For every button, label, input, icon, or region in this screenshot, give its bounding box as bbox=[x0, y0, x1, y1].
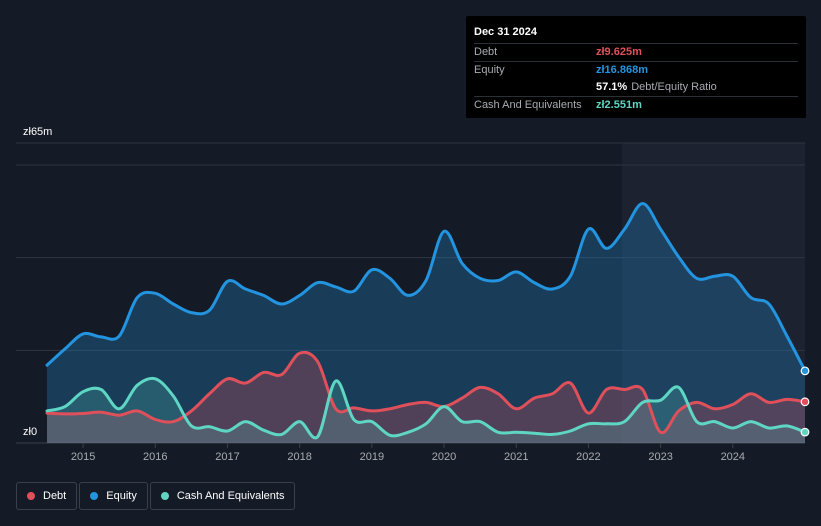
legend: Debt Equity Cash And Equivalents bbox=[16, 482, 297, 510]
tooltip-value-equity: zł16.868m bbox=[596, 64, 648, 76]
tooltip-row-equity: Equity zł16.868m bbox=[474, 61, 798, 79]
legend-dot-debt bbox=[27, 492, 35, 500]
x-tick-label-2016: 2016 bbox=[143, 451, 167, 463]
x-tick-label-2024: 2024 bbox=[721, 451, 745, 463]
tooltip-label-debt: Debt bbox=[474, 46, 498, 58]
x-tick-label-2018: 2018 bbox=[287, 451, 311, 463]
marker-debt bbox=[800, 397, 810, 407]
x-tick-label-2023: 2023 bbox=[648, 451, 672, 463]
tooltip-value-cash: zł2.551m bbox=[596, 99, 642, 111]
line-cash-and-equivalents bbox=[45, 376, 807, 440]
legend-label-equity: Equity bbox=[106, 490, 137, 502]
tooltip-value-ratio: 57.1% bbox=[596, 81, 628, 93]
legend-label-cash: Cash And Equivalents bbox=[176, 490, 285, 502]
marker-equity bbox=[800, 366, 810, 376]
legend-item-equity[interactable]: Equity bbox=[79, 482, 148, 510]
gridlines bbox=[16, 142, 805, 444]
tooltip-ratio-suffix: Debt/Equity Ratio bbox=[631, 81, 717, 93]
tooltip-label-equity: Equity bbox=[474, 64, 505, 76]
tooltip-row-debt: Debt zł9.625m bbox=[474, 43, 798, 61]
tooltip-label-ratio bbox=[474, 79, 596, 96]
series-lines bbox=[45, 202, 807, 440]
x-tick-label-2020: 2020 bbox=[432, 451, 456, 463]
end-markers bbox=[800, 366, 810, 437]
x-tick-label-2022: 2022 bbox=[576, 451, 600, 463]
legend-dot-equity bbox=[90, 492, 99, 500]
tooltip-label-cash: Cash And Equivalents bbox=[474, 99, 582, 111]
area-equity bbox=[47, 203, 805, 443]
x-tick-label-2015: 2015 bbox=[71, 451, 95, 463]
legend-dot-cash bbox=[160, 492, 169, 500]
line-equity bbox=[45, 202, 807, 373]
x-axis-ticks: 2015 2016 2017 2018 2019 2020 2021 2022 2023 2024 bbox=[71, 443, 745, 463]
tooltip-row-cash: Cash And Equivalents zł2.551m bbox=[474, 96, 798, 114]
y-tick-label-top: zł65m bbox=[23, 126, 52, 138]
line-debt bbox=[45, 350, 807, 435]
legend-item-debt[interactable]: Debt bbox=[16, 482, 78, 510]
legend-item-cash[interactable]: Cash And Equivalents bbox=[149, 482, 296, 510]
y-tick-label-zero: zł0 bbox=[23, 426, 37, 438]
tooltip: Dec 31 2024 Debt zł9.625m Equity zł16.86… bbox=[466, 16, 806, 118]
tooltip-value-debt: zł9.625m bbox=[596, 46, 642, 58]
x-tick-label-2017: 2017 bbox=[215, 451, 239, 463]
tooltip-row-ratio: 57.1% Debt/Equity Ratio bbox=[474, 79, 798, 96]
plot-shade bbox=[622, 143, 805, 444]
area-debt bbox=[47, 352, 805, 443]
tooltip-date: Dec 31 2024 bbox=[474, 26, 537, 38]
x-tick-label-2021: 2021 bbox=[504, 451, 528, 463]
legend-label-debt: Debt bbox=[43, 490, 67, 502]
y-axis-ticks: zł65m zł0 bbox=[23, 126, 52, 438]
x-tick-label-2019: 2019 bbox=[360, 451, 384, 463]
marker-cash-and-equivalents bbox=[800, 427, 810, 437]
